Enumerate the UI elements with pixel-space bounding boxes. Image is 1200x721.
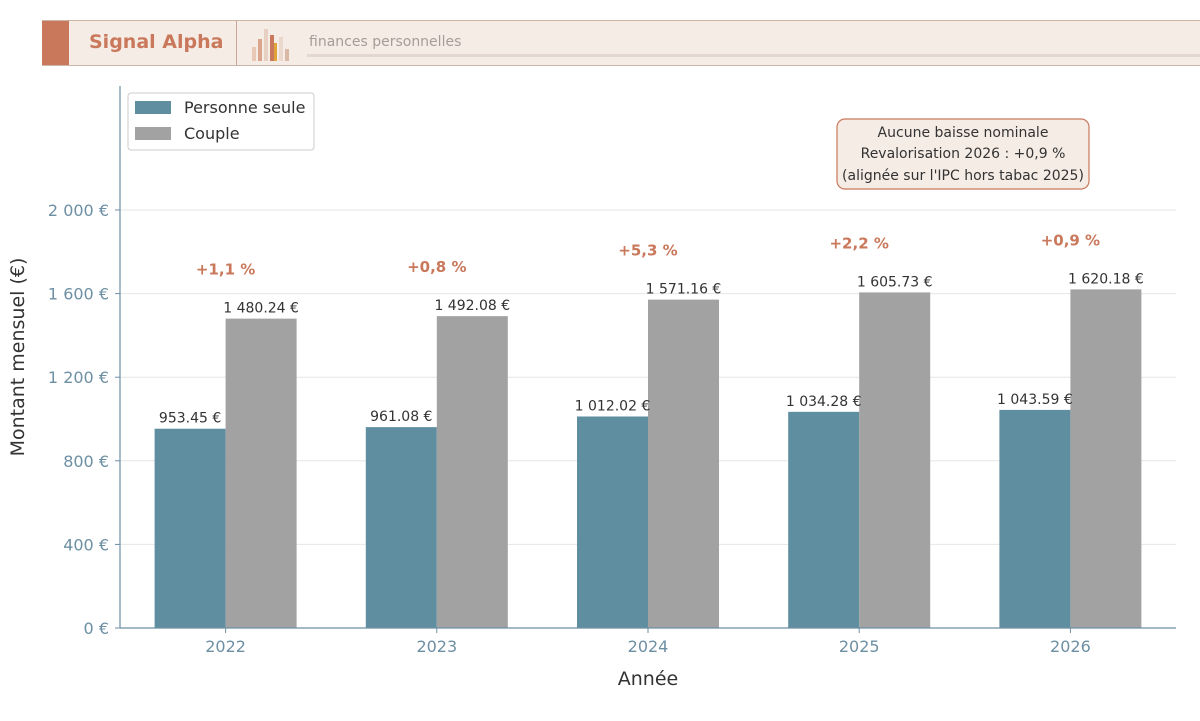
bar bbox=[1070, 289, 1142, 628]
y-axis-label: Montant mensuel (€) bbox=[7, 258, 29, 457]
bar bbox=[154, 428, 226, 628]
brand-color-swatch bbox=[42, 21, 69, 65]
annotation-line-2: Revalorisation 2026 : +0,9 % bbox=[861, 146, 1066, 162]
growth-label: +0,9 % bbox=[1041, 231, 1100, 249]
legend-label-couple: Couple bbox=[184, 124, 240, 143]
bar-value-label: 1 492.08 € bbox=[434, 298, 510, 314]
bar bbox=[436, 316, 508, 628]
growth-label: +5,3 % bbox=[618, 242, 677, 260]
x-tick-labels: 2022 2023 2024 2025 2026 bbox=[205, 628, 1091, 656]
growth-label: +0,8 % bbox=[407, 258, 466, 276]
x-tick-label: 2024 bbox=[628, 637, 669, 656]
bar-value-label: 1 034.28 € bbox=[786, 394, 862, 410]
brand-divider bbox=[236, 21, 237, 65]
bars bbox=[154, 289, 1142, 628]
legend: Personne seule Couple bbox=[127, 92, 315, 151]
growth-label: +2,2 % bbox=[829, 234, 888, 252]
bar-value-label: 1 620.18 € bbox=[1068, 271, 1144, 287]
y-tick-label: 1 200 € bbox=[48, 368, 109, 387]
bar bbox=[788, 411, 860, 628]
brand-underline bbox=[307, 54, 1200, 57]
x-tick-label: 2025 bbox=[839, 637, 880, 656]
x-tick-label: 2026 bbox=[1050, 637, 1091, 656]
bar-chart-logo-icon bbox=[252, 29, 289, 61]
y-tick-label: 400 € bbox=[63, 535, 109, 554]
bar bbox=[999, 409, 1071, 628]
brand-header: Signal Alpha finances personnelles bbox=[42, 20, 1200, 66]
legend-swatch-single bbox=[135, 101, 171, 114]
legend-swatch-couple bbox=[135, 127, 171, 140]
legend-box bbox=[127, 92, 315, 151]
y-tick-labels: 0 € 400 € 800 € 1 200 € 1 600 € 2 000 € bbox=[48, 201, 109, 638]
bar-value-label: 961.08 € bbox=[370, 409, 432, 425]
annotation-frame bbox=[836, 118, 1090, 190]
legend-label-single: Personne seule bbox=[184, 98, 305, 117]
annotation-box: Aucune baisse nominale Revalorisation 20… bbox=[836, 118, 1090, 190]
x-axis-label: Année bbox=[618, 668, 678, 690]
bar bbox=[365, 427, 437, 628]
bar-value-label: 1 480.24 € bbox=[223, 301, 299, 317]
bar-value-label: 1 605.73 € bbox=[857, 274, 933, 290]
bar-value-labels: 953.45 € 1 480.24 € 961.08 € 1 492.08 € 1 01… bbox=[159, 271, 1144, 426]
bar-value-label: 1 012.02 € bbox=[575, 398, 651, 414]
brand-tagline: finances personnelles bbox=[309, 34, 462, 50]
growth-labels: +1,1 % +0,8 % +5,3 % +2,2 % +0,9 % bbox=[196, 231, 1100, 278]
annotation-line-3: (alignée sur l'IPC hors tabac 2025) bbox=[842, 168, 1084, 184]
y-tick-label: 1 600 € bbox=[48, 285, 109, 304]
y-tick-label: 800 € bbox=[63, 452, 109, 471]
annotation-line-1: Aucune baisse nominale bbox=[878, 125, 1049, 141]
x-tick-label: 2022 bbox=[205, 637, 246, 656]
y-tick-label: 2 000 € bbox=[48, 201, 109, 220]
y-tick-label: 0 € bbox=[84, 619, 109, 638]
brand-name: Signal Alpha bbox=[89, 31, 224, 53]
growth-label: +1,1 % bbox=[196, 261, 255, 279]
bar bbox=[577, 416, 648, 628]
bar-value-label: 953.45 € bbox=[159, 411, 221, 427]
bar bbox=[225, 318, 297, 628]
x-tick-label: 2023 bbox=[416, 637, 457, 656]
bar-value-label: 1 571.16 € bbox=[646, 282, 722, 298]
bar bbox=[859, 292, 931, 628]
bar bbox=[648, 299, 719, 628]
bar-value-label: 1 043.59 € bbox=[997, 392, 1073, 408]
